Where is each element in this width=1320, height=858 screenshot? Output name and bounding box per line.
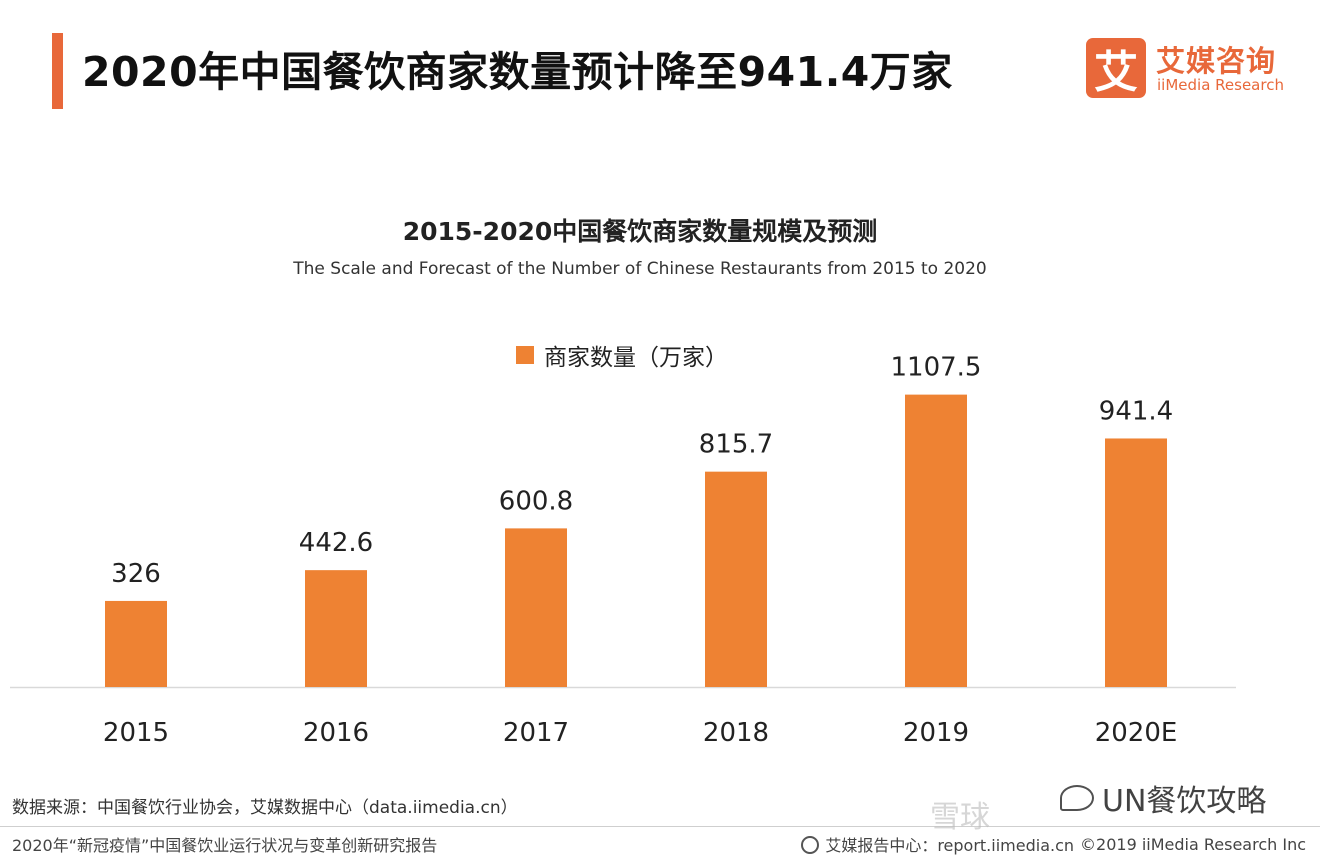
copyright: ©2019 iiMedia Research Inc: [1080, 834, 1306, 854]
legend-swatch: [516, 346, 534, 364]
watermark-text: UN餐饮攻略: [1102, 784, 1267, 819]
bar-2017: [505, 528, 567, 687]
data-label-2019: 1107.5: [891, 353, 982, 383]
x-tick-label-2020E: 2020E: [1095, 718, 1178, 748]
chart-legend: 商家数量（万家）: [516, 338, 728, 372]
watermark-ghost: 雪球: [930, 800, 990, 835]
x-tick-label-2018: 2018: [703, 718, 769, 748]
x-tick-label-2017: 2017: [503, 718, 569, 748]
data-label-2017: 600.8: [499, 486, 573, 516]
report-name: 2020年“新冠疫情”中国餐饮业运行状况与变革创新研究报告: [12, 836, 438, 855]
legend-label: 商家数量（万家）: [544, 345, 728, 371]
chart-title: 2015-2020中国餐饮商家数量规模及预测: [402, 217, 878, 246]
chart-subtitle: The Scale and Forecast of the Number of …: [293, 259, 987, 279]
bar-2015: [105, 600, 167, 687]
report-center: 艾媒报告中心：report.iimedia.cn: [825, 836, 1075, 855]
bar-2019: [905, 394, 967, 687]
data-label-2020E: 941.4: [1099, 396, 1173, 426]
x-tick-label-2019: 2019: [903, 718, 969, 748]
data-label-2015: 326: [111, 559, 161, 589]
x-tick-label-2015: 2015: [103, 718, 169, 748]
data-label-2016: 442.6: [299, 528, 373, 558]
footer-right: 艾媒报告中心：report.iimedia.cn ©2019 iiMedia R…: [801, 832, 1306, 856]
footer-divider: [0, 826, 1320, 827]
page-title: 2020年中国餐饮商家数量预计降至941.4万家: [82, 48, 953, 96]
brand-mark-icon: 艾: [1086, 38, 1146, 98]
brand-name-en: iiMedia Research: [1157, 76, 1284, 94]
brand-name-cn: 艾媒咨询: [1156, 44, 1277, 78]
chat-bubble-icon: [1060, 785, 1094, 811]
title-accent-bar: [52, 33, 63, 109]
bar-2018: [705, 471, 767, 687]
watermark: UN餐饮攻略: [1060, 776, 1266, 820]
x-tick-label-2016: 2016: [303, 718, 369, 748]
bar-2016: [305, 570, 367, 687]
bar-2020E: [1105, 438, 1167, 687]
report-center-icon: [801, 836, 820, 854]
data-label-2018: 815.7: [699, 430, 773, 460]
data-source: 数据来源：中国餐饮行业协会，艾媒数据中心（data.iimedia.cn）: [12, 798, 518, 818]
brand-logo: 艾 艾媒咨询 iiMedia Research: [1086, 36, 1306, 100]
